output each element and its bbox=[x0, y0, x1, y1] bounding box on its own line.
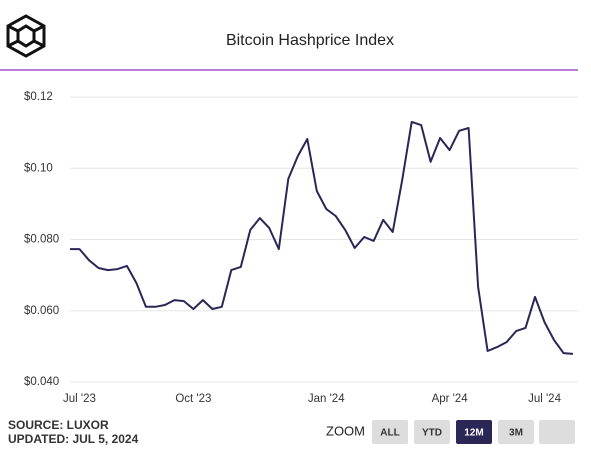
y-tick-label: $0.080 bbox=[24, 234, 59, 246]
chart-title: Bitcoin Hashprice Index bbox=[226, 32, 394, 49]
zoom-button[interactable] bbox=[414, 420, 450, 444]
zoom-button[interactable] bbox=[372, 420, 408, 444]
zoom-button-label[interactable]: 3M bbox=[509, 428, 523, 439]
zoom-button[interactable] bbox=[456, 420, 492, 444]
zoom-button-label[interactable]: YTD bbox=[422, 428, 442, 439]
x-tick-label: Jul '24 bbox=[528, 393, 561, 405]
y-tick-label: $0.060 bbox=[24, 305, 59, 317]
zoom-button[interactable] bbox=[498, 420, 534, 444]
updated: UPDATED: JUL 5, 2024 bbox=[8, 432, 139, 446]
zoom-button[interactable] bbox=[539, 420, 575, 444]
zoom-button-label[interactable]: ALL bbox=[380, 428, 399, 439]
x-tick-label: Oct '23 bbox=[175, 393, 211, 405]
y-tick-label: $0.12 bbox=[24, 91, 53, 103]
logo bbox=[6, 14, 46, 58]
line bbox=[70, 120, 574, 355]
source: SOURCE: LUXOR bbox=[8, 418, 109, 432]
x-tick-label: Jul '23 bbox=[63, 393, 96, 405]
x-tick-label: Apr '24 bbox=[432, 393, 469, 405]
x-tick-label: Jan '24 bbox=[308, 393, 345, 405]
y-tick-label: $0.10 bbox=[24, 162, 53, 174]
y-tick-label: $0.040 bbox=[24, 376, 59, 388]
zoom-button-label[interactable]: 12M bbox=[464, 428, 483, 439]
zoom-label: ZOOM bbox=[326, 423, 365, 438]
